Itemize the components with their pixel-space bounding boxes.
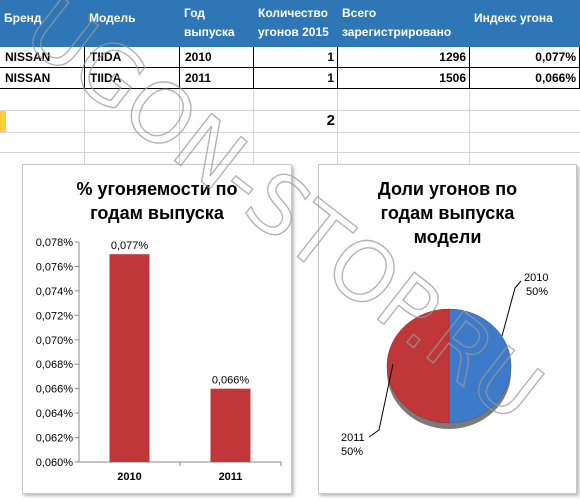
header-brand-label: Бренд bbox=[4, 11, 42, 25]
gridline-horizontal bbox=[0, 132, 580, 133]
bar-chart-plot: 0,060% 0,062% 0,064% 0,066% 0,068% 0,070% 0,07… bbox=[36, 237, 282, 483]
bar-chart-title: % угоняемости по годам выпуска bbox=[23, 177, 291, 225]
cell-year[interactable]: 2011 bbox=[180, 68, 254, 89]
header-thefts-label-2: угонов 2015 bbox=[258, 25, 329, 39]
header-theft-index-label: Индекс угона bbox=[474, 11, 553, 25]
pie-label-year-2011: 2011 bbox=[341, 432, 365, 444]
pie-chart-title: Доли угонов по годам выпуска модели bbox=[319, 177, 576, 249]
header-registered-label-2: зарегистрировано bbox=[342, 25, 452, 39]
y-tick-label: 0,074% bbox=[36, 286, 74, 298]
cell-year[interactable]: 2010 bbox=[180, 47, 254, 68]
cell-theft-index[interactable]: 0,077% bbox=[470, 47, 580, 68]
header-year-label-2: выпуска bbox=[184, 25, 235, 39]
header-theft-index[interactable]: Индекс угона bbox=[470, 0, 580, 47]
header-model-label: Модель bbox=[89, 11, 136, 25]
pie-slice-2011[interactable] bbox=[386, 308, 450, 424]
bar-2010[interactable] bbox=[109, 254, 150, 462]
cell-theft-index[interactable]: 0,066% bbox=[470, 68, 580, 89]
pie-slice-2010[interactable] bbox=[448, 308, 512, 424]
total-thefts-cell[interactable]: 2 bbox=[254, 110, 338, 132]
bar-chart-title-line2: годам выпуска bbox=[90, 203, 224, 223]
y-tick-label: 0,072% bbox=[36, 310, 74, 322]
gridline-vertical bbox=[337, 89, 338, 164]
header-registered-label-1: Всего bbox=[342, 6, 377, 20]
cell-model[interactable]: TIIDA bbox=[85, 68, 180, 89]
gridline-vertical bbox=[179, 89, 180, 164]
pie-chart-panel[interactable]: Доли угонов по годам выпуска модели 2010… bbox=[318, 164, 577, 494]
y-tick-label: 0,066% bbox=[36, 384, 74, 396]
pie-chart-title-line3: модели bbox=[413, 227, 482, 247]
header-model[interactable]: Модель bbox=[85, 0, 180, 47]
y-tick-label: 0,060% bbox=[36, 457, 74, 469]
bar-2011[interactable] bbox=[210, 388, 251, 462]
gridline-vertical bbox=[469, 89, 470, 164]
y-tick-label: 0,078% bbox=[36, 237, 74, 249]
bar-data-label: 0,077% bbox=[111, 240, 149, 252]
header-year[interactable]: Год выпуска bbox=[180, 0, 254, 47]
selection-marker bbox=[0, 110, 6, 132]
y-tick-label: 0,062% bbox=[36, 433, 74, 445]
cell-brand[interactable]: NISSAN bbox=[0, 68, 85, 89]
pie-chart-plot: 2010 50% 2011 50% bbox=[341, 272, 548, 458]
gridline-horizontal bbox=[0, 152, 580, 153]
cell-registered[interactable]: 1296 bbox=[338, 47, 470, 68]
bar-chart-title-line1: % угоняемости по bbox=[76, 179, 238, 199]
pie-chart-title-line2: годам выпуска bbox=[380, 203, 515, 223]
cell-brand[interactable]: NISSAN bbox=[0, 47, 85, 68]
pie-leader-2010 bbox=[501, 280, 522, 337]
cell-model[interactable]: TIIDA bbox=[85, 47, 180, 68]
pie-label-pct-2011: 50% bbox=[341, 446, 363, 458]
y-tick-label: 0,068% bbox=[36, 359, 74, 371]
y-tick-label: 0,064% bbox=[36, 408, 74, 420]
bar-chart-panel[interactable]: % угоняемости по годам выпуска 0,060% 0,0… bbox=[22, 164, 292, 494]
pie-label-year-2010: 2010 bbox=[524, 272, 548, 284]
total-thefts-value: 2 bbox=[326, 112, 335, 129]
gridline-vertical bbox=[253, 89, 254, 164]
cell-registered[interactable]: 1506 bbox=[338, 68, 470, 89]
gridline-horizontal bbox=[0, 110, 580, 111]
bar-data-label: 0,066% bbox=[212, 375, 250, 387]
header-thefts-label-1: Количество bbox=[258, 6, 328, 20]
pie-leader-2011 bbox=[368, 363, 394, 438]
gridline-vertical bbox=[84, 89, 85, 164]
y-tick-label: 0,070% bbox=[36, 335, 74, 347]
table-header-row bbox=[0, 0, 580, 47]
cell-thefts[interactable]: 1 bbox=[254, 47, 338, 68]
y-tick-label: 0,076% bbox=[36, 261, 74, 273]
header-brand[interactable]: Бренд bbox=[0, 0, 85, 47]
pie-chart-title-line1: Доли угонов по bbox=[377, 179, 518, 199]
x-tick-label: 2010 bbox=[117, 471, 141, 483]
header-registered[interactable]: Всего зарегистрировано bbox=[338, 0, 470, 47]
x-tick-label: 2011 bbox=[219, 471, 243, 483]
pie-label-pct-2010: 50% bbox=[526, 286, 548, 298]
header-thefts[interactable]: Количество угонов 2015 bbox=[254, 0, 338, 47]
cell-thefts[interactable]: 1 bbox=[254, 68, 338, 89]
header-year-label-1: Год bbox=[184, 6, 205, 20]
